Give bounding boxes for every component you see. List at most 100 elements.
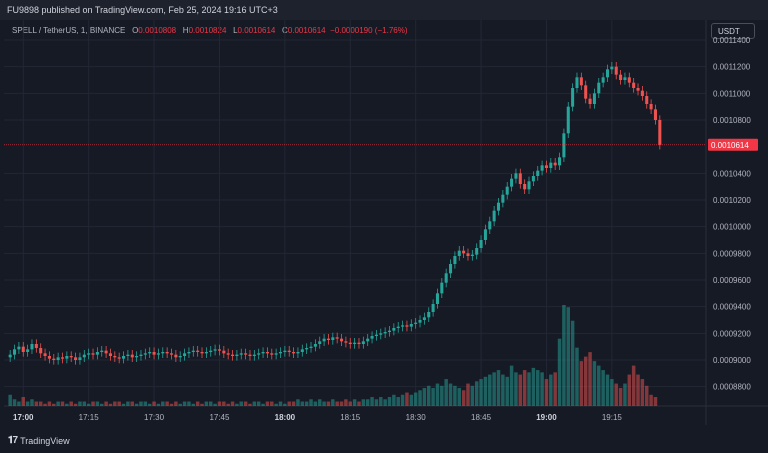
candle-body <box>536 170 540 176</box>
candle-body <box>518 173 522 184</box>
volume-bar <box>34 401 39 406</box>
candle-body <box>348 342 352 344</box>
volume-bar <box>383 399 387 406</box>
volume-bar <box>566 307 571 406</box>
volume-bar <box>317 399 322 406</box>
time-tick-label: 17:00 <box>13 413 34 422</box>
volume-bar <box>239 401 244 406</box>
candle-body <box>601 77 605 83</box>
candle-body <box>584 85 588 99</box>
candle-body <box>322 338 326 342</box>
candle-body <box>139 354 143 356</box>
candle-body <box>597 82 601 94</box>
volume-bar <box>483 376 488 406</box>
volume-bar <box>300 401 305 406</box>
candle-body <box>257 353 261 355</box>
candle-body <box>165 352 169 354</box>
candle-body <box>527 181 531 190</box>
volume-bar <box>631 365 636 406</box>
candle-body <box>392 328 396 331</box>
candle-body <box>56 357 60 360</box>
volume-bar <box>208 401 213 406</box>
candle-body <box>252 354 256 356</box>
candle-body <box>169 353 174 355</box>
price-chart[interactable]: 0.0011400 0.0011200 0.0011000 0.0010800 0.00… <box>0 0 768 425</box>
candle-body <box>344 341 348 343</box>
volume-bar <box>387 397 392 406</box>
volume-bar <box>370 397 374 406</box>
volume-bar <box>12 399 17 406</box>
candle-body <box>531 176 535 182</box>
currency-button[interactable]: USDT <box>711 23 755 39</box>
candle-body <box>387 330 392 332</box>
candle-body <box>283 350 287 352</box>
open-value: 0.0010808 <box>138 26 177 35</box>
candle-body <box>453 256 457 264</box>
volume-bar <box>143 401 148 406</box>
candle-body <box>126 354 130 356</box>
price-tick-label: 0.0011400 <box>713 36 751 45</box>
volume-bar <box>579 361 584 406</box>
volume-bar <box>640 379 645 406</box>
volume-bar <box>304 401 309 406</box>
candle-body <box>26 349 30 352</box>
candle-body <box>396 326 400 328</box>
candle-body <box>104 350 108 354</box>
candle-body <box>265 352 269 354</box>
candle-body <box>462 250 466 254</box>
candle-body <box>627 77 631 83</box>
volume-bar <box>365 399 370 406</box>
volume-bar <box>518 374 523 406</box>
volume-bar <box>152 401 156 406</box>
candle-body <box>65 356 69 359</box>
volume-bar <box>457 388 462 406</box>
time-tick-label: 18:00 <box>275 413 296 422</box>
candle-body <box>87 353 91 355</box>
candle-body <box>91 353 95 355</box>
volume-bar <box>278 401 283 406</box>
candle-body <box>74 357 78 360</box>
volume-bar <box>21 397 26 406</box>
candle-body <box>435 293 439 304</box>
volume-bar <box>252 401 257 406</box>
candle-body <box>217 349 221 351</box>
close-value: 0.0010614 <box>287 26 326 35</box>
volume-bar <box>283 403 287 406</box>
volume-bar <box>69 401 73 406</box>
candle-body <box>649 104 653 110</box>
volume-bar <box>570 320 575 406</box>
candles <box>8 62 662 365</box>
candle-body <box>100 350 104 352</box>
volume-bar <box>636 374 640 406</box>
publish-header: FU9898 published on TradingView.com, Feb… <box>0 0 768 20</box>
volume-bar <box>82 401 87 406</box>
volume-bar <box>531 367 536 406</box>
candle-body <box>239 353 243 355</box>
volume-bar <box>117 401 121 406</box>
volume-bar <box>588 352 592 406</box>
candle-body <box>475 248 479 255</box>
candle-body <box>640 90 644 96</box>
volume-bar <box>230 401 235 406</box>
volume-bar <box>352 399 357 406</box>
tradingview-logo[interactable]: 𝟏7 TradingView <box>8 435 70 446</box>
candle-body <box>318 341 322 344</box>
candle-body <box>553 162 557 166</box>
candle-body <box>309 346 313 348</box>
candle-body <box>636 88 640 91</box>
volume-bar <box>653 397 658 406</box>
volume-bar <box>339 401 344 406</box>
candle-body <box>632 82 636 88</box>
volume-bar <box>544 379 549 406</box>
volume-bar <box>8 394 12 406</box>
volume-bar <box>113 401 117 406</box>
price-tick-label: 0.0009400 <box>713 303 751 312</box>
volume-bar <box>256 401 261 406</box>
volume-bar <box>601 370 605 406</box>
candle-body <box>357 342 361 344</box>
last-price-tag-text: 0.0010614 <box>711 141 749 150</box>
candle-body <box>274 353 278 355</box>
candle-body <box>191 350 195 352</box>
candle-body <box>496 202 501 211</box>
candle-body <box>440 282 444 294</box>
